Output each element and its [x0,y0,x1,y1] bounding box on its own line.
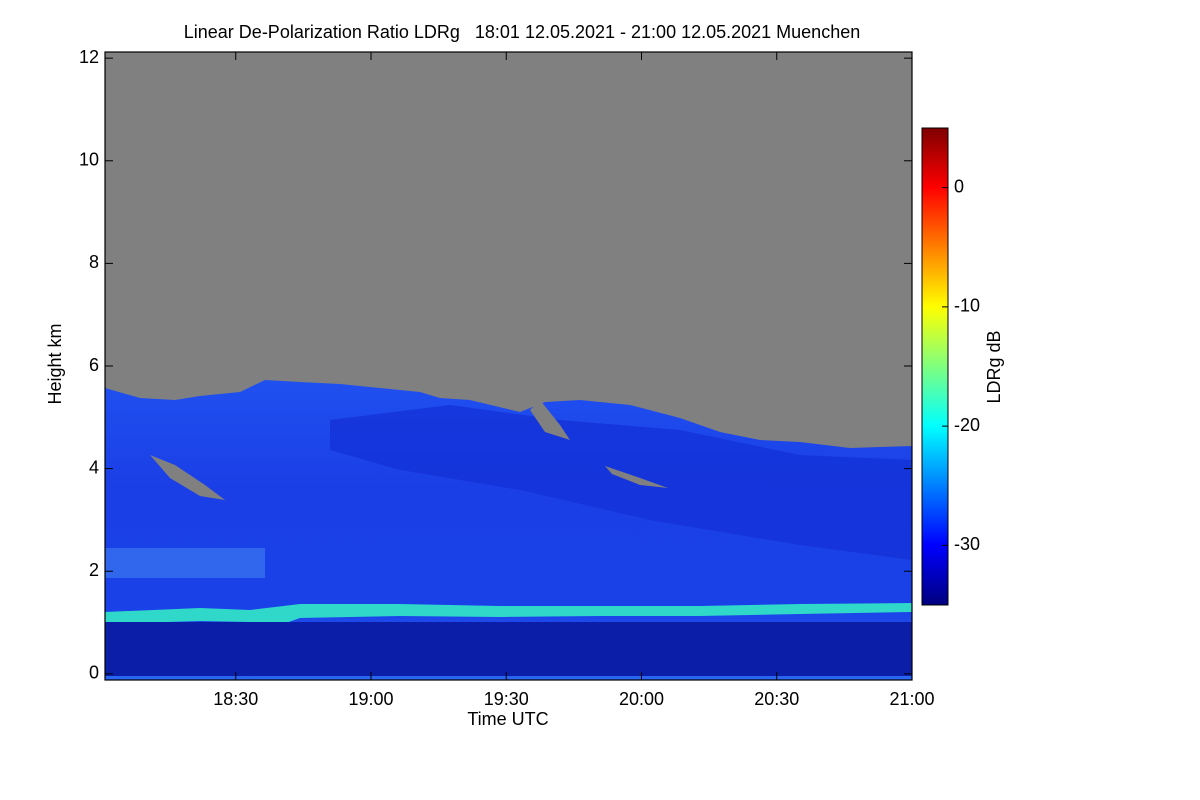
colorbar-tick-label: -20 [954,415,980,435]
y-tick-label: 2 [89,560,99,580]
aerosol-layer [105,548,265,578]
colorbar-tick-label: 0 [954,176,964,196]
chart-title: Linear De-Polarization Ratio LDRg 18:01 … [184,22,860,42]
gap [530,400,570,440]
x-tick-label: 21:00 [889,689,934,709]
colorbar [921,127,949,606]
y-tick-label: 12 [79,47,99,67]
colorbar-tick-label: -30 [954,534,980,554]
y-tick-label: 8 [89,252,99,272]
dark-region [330,405,912,560]
x-tick-label: 19:30 [484,689,529,709]
x-tick-label: 18:30 [213,689,258,709]
heatmap [105,52,912,680]
y-tick-label: 6 [89,355,99,375]
x-tick-label: 20:30 [754,689,799,709]
gap [605,466,668,488]
colorbar-tick-label: -10 [954,296,980,316]
y-tick-label: 4 [89,457,99,477]
boundary-layer [105,603,912,625]
y-axis-label: Height km [45,323,65,404]
y-tick-label: 10 [79,150,99,170]
colorbar-label: LDRg dB [984,330,1004,403]
y-tick-label: 0 [89,663,99,683]
x-axis-label: Time UTC [467,709,548,729]
x-tick-label: 20:00 [619,689,664,709]
gap [150,455,225,500]
x-tick-label: 19:00 [348,689,393,709]
low-region [105,622,912,676]
